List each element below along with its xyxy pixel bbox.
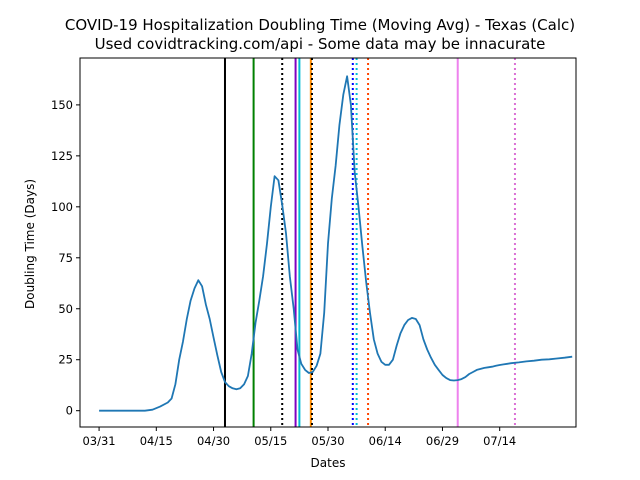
- x-axis-label: Dates: [311, 456, 346, 470]
- x-tick-label-1: 03/31: [82, 434, 115, 448]
- y-axis-label: Doubling Time (Days): [23, 179, 37, 309]
- series-line-1: [99, 75, 573, 412]
- chart-title: COVID-19 Hospitalization Doubling Time (…: [65, 16, 575, 34]
- x-tick-label-3: 04/30: [197, 434, 230, 448]
- y-tick-label-25: 25: [58, 353, 73, 367]
- x-tick-label-6: 06/14: [369, 434, 402, 448]
- y-tick-label-50: 50: [58, 302, 73, 316]
- y-tick-label-100: 100: [51, 200, 73, 214]
- y-tick-label-0: 0: [66, 404, 73, 418]
- x-tick-label-8: 07/14: [483, 434, 516, 448]
- y-tick-label-150: 150: [51, 98, 73, 112]
- x-tick-label-4: 05/15: [254, 434, 287, 448]
- x-tick-label-7: 06/29: [426, 434, 459, 448]
- plot-area: 0 25 50 75 100 125 150 03/31 04/15 04/30 05/15 05/3…: [51, 57, 577, 448]
- x-tick-label-5: 05/30: [311, 434, 344, 448]
- y-tick-label-75: 75: [58, 251, 73, 265]
- y-tick-label-125: 125: [51, 149, 73, 163]
- chart-subtitle: Used covidtracking.com/api - Some data m…: [95, 35, 546, 53]
- x-tick-label-2: 04/15: [140, 434, 173, 448]
